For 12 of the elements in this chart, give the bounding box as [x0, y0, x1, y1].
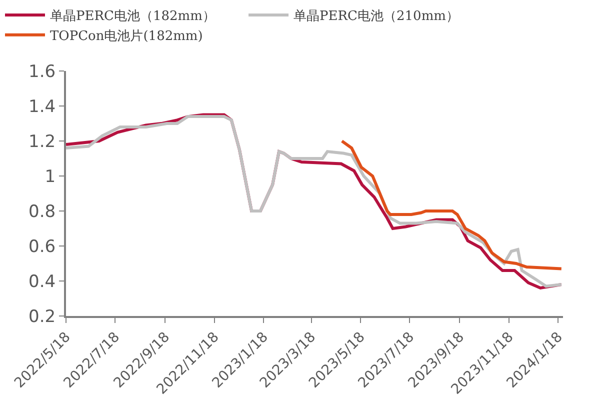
y-tick-label: 1 — [44, 166, 56, 187]
y-tick-label: 0.4 — [28, 272, 56, 292]
y-tick-label: 0.8 — [28, 202, 56, 222]
y-tick-label: 1.2 — [28, 132, 56, 152]
legend-label: 单晶PERC电池（182mm） — [50, 9, 216, 24]
legend-label: TOPCon电池片(182mm) — [50, 28, 203, 44]
y-tick-label: 0.6 — [28, 236, 56, 257]
line-series — [340, 140, 563, 270]
legend-label: 单晶PERC电池（210mm） — [294, 9, 459, 24]
y-tick-label: 0.2 — [28, 306, 56, 327]
y-tick-label: 1.6 — [28, 62, 56, 82]
y-tick-label: 1.4 — [28, 96, 56, 117]
